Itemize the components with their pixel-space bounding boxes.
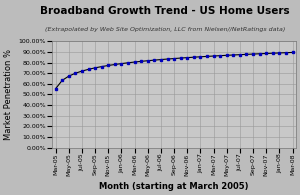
Y-axis label: Market Penetration %: Market Penetration % xyxy=(4,49,13,140)
Text: Broadband Growth Trend - US Home Users: Broadband Growth Trend - US Home Users xyxy=(40,6,290,16)
X-axis label: Month (starting at March 2005): Month (starting at March 2005) xyxy=(99,182,249,191)
Text: (Extrapolated by Web Site Optimization, LLC from Nielsen//NetRatings data): (Extrapolated by Web Site Optimization, … xyxy=(45,27,285,32)
